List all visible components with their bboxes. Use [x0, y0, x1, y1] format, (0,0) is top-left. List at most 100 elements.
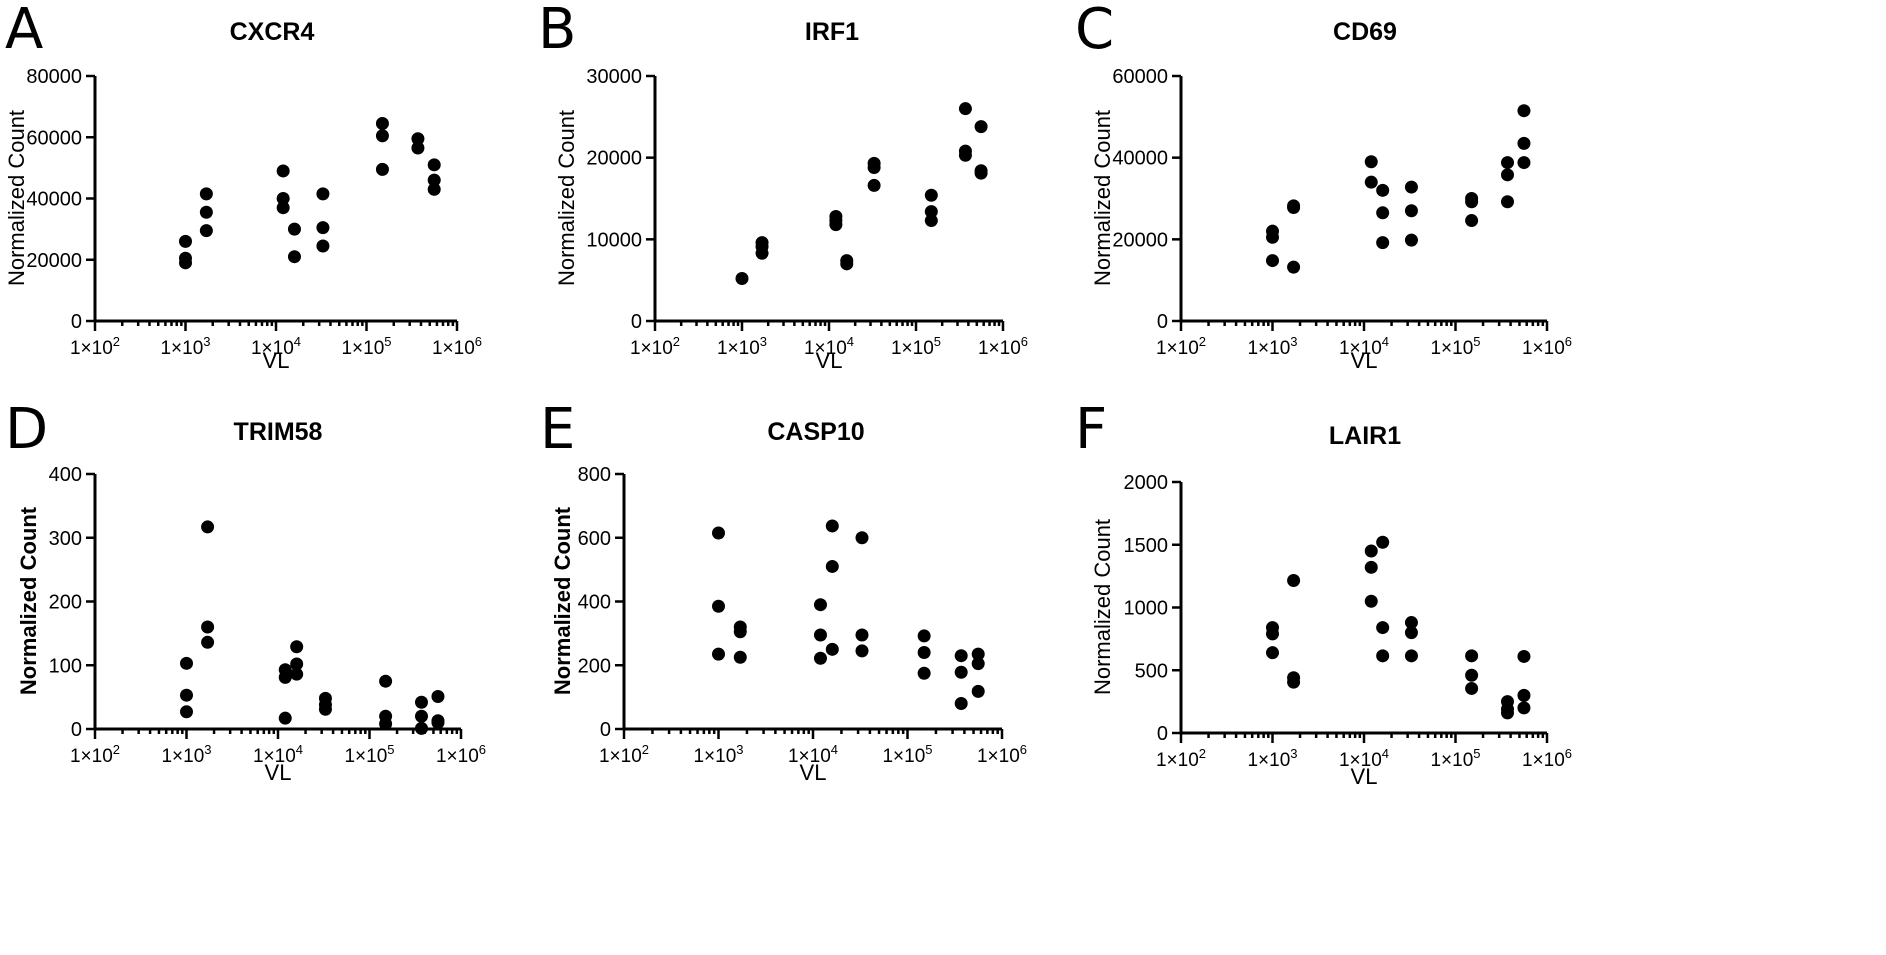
data-point-a [427, 158, 441, 172]
x-tick-label-f: 1×105 [1430, 746, 1480, 771]
data-point-f [1364, 544, 1378, 558]
data-point-c [1404, 204, 1418, 218]
data-point-e [825, 559, 839, 573]
data-point-f [1404, 616, 1418, 630]
chart-title-d: TRIM58 [234, 418, 323, 446]
x-tick-label-e: 1×106 [977, 742, 1027, 767]
data-point-a [276, 201, 290, 215]
data-point-c [1500, 156, 1514, 170]
panel-b: B IRF1 0 10000 20000 30000 1×102 1×103 1×104 1×10… [538, 0, 1028, 373]
data-point-e [917, 666, 931, 680]
x-tick-label-e: 1×105 [882, 742, 932, 767]
y-tick-label-e: 0 [600, 719, 611, 741]
data-point-a [179, 234, 192, 248]
data-point-c [1517, 104, 1531, 118]
data-point-c [1376, 236, 1390, 250]
data-point-c [1376, 206, 1390, 220]
y-tick-label-c: 40000 [1112, 148, 1168, 170]
x-tick-label-c: 1×106 [1522, 334, 1572, 359]
y-axis-label-d: Normalized Count [16, 506, 41, 695]
data-point-a [287, 250, 301, 264]
x-axis-label-a: VL [263, 348, 290, 373]
data-point-d [201, 520, 215, 534]
data-point-a [411, 132, 425, 146]
data-point-b [924, 214, 938, 228]
x-tick-label-d: 1×104 [253, 742, 303, 767]
panel-a: A CXCR4 0 20000 40000 60000 80000 1×102 1×103 1×1… [4, 0, 482, 373]
data-point-e [954, 649, 968, 663]
y-tick-label-d: 0 [71, 719, 82, 741]
data-point-f [1517, 701, 1531, 715]
data-point-e [971, 647, 985, 661]
panel-letter-e: E [540, 397, 575, 462]
y-axis-label-b: Normalized Count [554, 110, 579, 286]
x-tick-label-b: 1×105 [891, 334, 941, 359]
y-tick-label-d: 300 [49, 528, 82, 550]
panel-letter-b: B [538, 0, 576, 62]
data-point-c [1266, 254, 1279, 268]
y-tick-label-f: 500 [1135, 660, 1168, 682]
x-tick-label-d: 1×103 [161, 742, 211, 767]
y-tick-label-d: 100 [49, 655, 82, 677]
x-tick-label-f: 1×104 [1339, 746, 1389, 771]
chart-title-f: LAIR1 [1329, 422, 1401, 450]
data-point-f [1404, 626, 1418, 640]
data-point-f [1376, 535, 1390, 549]
data-point-f [1465, 681, 1479, 695]
y-tick-label-a: 80000 [26, 66, 82, 88]
data-point-f [1404, 649, 1418, 663]
data-point-b [867, 178, 881, 192]
data-point-f [1517, 688, 1531, 702]
data-point-d [180, 656, 193, 670]
data-point-d [278, 670, 292, 684]
y-tick-label-a: 40000 [26, 189, 82, 211]
y-tick-label-c: 60000 [1112, 66, 1168, 88]
y-tick-label-e: 600 [578, 528, 611, 550]
data-point-a [199, 205, 213, 219]
x-tick-label-b: 1×102 [630, 334, 680, 359]
panel-e: E CASP10 0 200 400 600 800 1×102 1×103 1×104 1×105… [540, 397, 1027, 785]
data-point-f [1500, 706, 1514, 720]
panel-letter-a: A [5, 0, 43, 62]
data-point-e [733, 650, 747, 664]
data-point-e [855, 628, 869, 642]
y-tick-label-d: 400 [49, 464, 82, 486]
data-point-d [180, 705, 193, 719]
data-point-e [712, 647, 725, 661]
data-point-e [733, 625, 747, 639]
x-axis-label-b: VL [816, 348, 843, 373]
x-tick-label-c: 1×104 [1339, 334, 1389, 359]
data-point-f [1364, 594, 1378, 608]
data-point-f [1376, 649, 1390, 663]
data-point-d [431, 689, 445, 703]
data-point-e [971, 684, 985, 698]
data-point-d [414, 721, 428, 735]
data-point-c [1404, 180, 1418, 194]
data-point-e [855, 531, 869, 545]
x-tick-label-e: 1×103 [693, 742, 743, 767]
data-point-b [974, 120, 988, 134]
data-point-a [199, 224, 213, 238]
data-point-a [276, 192, 290, 205]
data-point-b [958, 148, 972, 162]
chart-title-e: CASP10 [767, 418, 864, 446]
data-point-b [867, 160, 881, 174]
data-point-a [375, 129, 389, 143]
data-point-d [318, 702, 332, 716]
y-axis-label-a: Normalized Count [4, 110, 29, 286]
data-point-d [431, 716, 445, 730]
data-point-a [427, 182, 441, 196]
data-point-c [1266, 230, 1279, 244]
data-point-e [971, 657, 985, 671]
y-tick-label-f: 2000 [1124, 472, 1169, 494]
x-tick-label-d: 1×105 [344, 742, 394, 767]
x-tick-label-c: 1×105 [1430, 334, 1480, 359]
data-point-f [1364, 560, 1378, 574]
data-point-a [316, 221, 330, 235]
y-axis-label-f: Normalized Count [1090, 519, 1115, 695]
y-tick-label-d: 200 [49, 592, 82, 614]
data-point-b [840, 257, 854, 271]
data-point-e [712, 526, 725, 540]
data-point-b [924, 188, 938, 202]
